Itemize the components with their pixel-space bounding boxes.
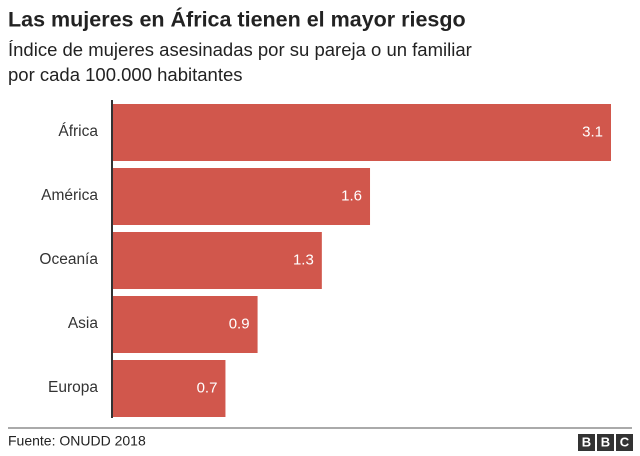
- bar: [113, 168, 371, 225]
- value-label: 0.9: [229, 315, 250, 332]
- bar: [113, 104, 611, 161]
- logo-box: [578, 434, 595, 451]
- source: Fuente: ONUDD 2018: [8, 433, 146, 449]
- logo-letter: B: [601, 434, 610, 449]
- logo-letter: B: [582, 434, 591, 449]
- value-label: 1.3: [293, 251, 314, 268]
- logo-box: [616, 434, 633, 451]
- logo-letter: C: [620, 434, 630, 449]
- y-tick-label: África: [58, 123, 98, 140]
- bar: [113, 360, 226, 417]
- y-tick-label: Oceanía: [39, 251, 98, 268]
- bar: [113, 296, 258, 353]
- value-label: 3.1: [582, 123, 603, 140]
- value-label: 0.7: [197, 379, 218, 396]
- bar: [113, 232, 322, 289]
- value-label: 1.6: [341, 187, 362, 204]
- y-tick-label: América: [41, 187, 98, 204]
- chart-title: Las mujeres en África tienen el mayor ri…: [8, 7, 466, 32]
- logo-box: [597, 434, 614, 451]
- y-tick-label: Asia: [68, 315, 99, 332]
- chart-subtitle: por cada 100.000 habitantes: [8, 64, 243, 85]
- y-tick-label: Europa: [48, 379, 98, 396]
- chart-subtitle: Índice de mujeres asesinadas por su pare…: [8, 39, 472, 60]
